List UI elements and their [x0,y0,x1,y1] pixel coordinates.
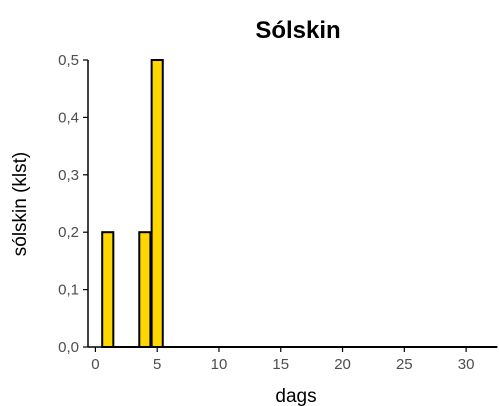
y-tick-label: 0,5 [58,52,79,69]
x-tick-label: 15 [272,356,289,373]
x-tick-label: 20 [334,356,351,373]
bar-1 [101,231,115,348]
x-tick-label: 0 [91,356,99,373]
bar-4 [138,231,152,348]
chart-title: Sólskin [255,17,340,44]
x-tick-label: 25 [396,356,413,373]
x-tick-label: 30 [458,356,475,373]
y-tick-label: 0,1 [58,282,79,299]
x-tick-label: 5 [153,356,161,373]
y-axis-title: sólskin (klst) [10,152,31,257]
x-tick-label: 10 [211,356,228,373]
y-tick-label: 0,0 [58,339,79,356]
x-ticks: 0 5 10 15 20 25 30 [91,347,474,373]
bars [101,59,498,349]
y-ticks: 0,0 0,1 0,2 0,3 0,4 0,5 [58,52,88,356]
y-tick-label: 0,3 [58,167,79,184]
y-tick-label: 0,2 [58,224,79,241]
y-tick-label: 0,4 [58,109,79,126]
bar-5 [150,59,164,348]
x-axis-title: dags [275,386,316,406]
